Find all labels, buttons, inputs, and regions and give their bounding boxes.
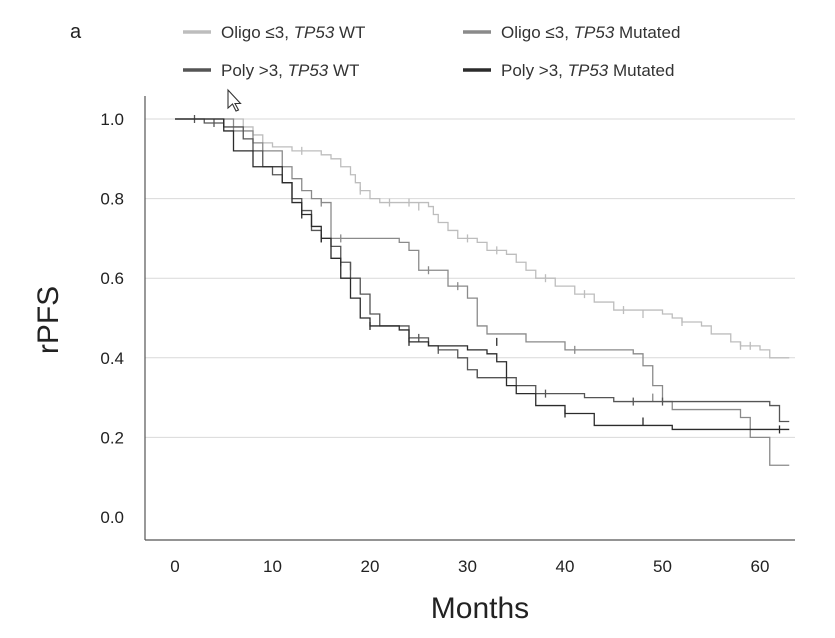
legend-entry: Poly >3, TP53 Mutated [463,61,674,80]
y-tick-label: 0.4 [100,349,124,368]
panel-label: a [70,21,82,43]
survival-curve [175,119,789,429]
x-tick-label: 10 [263,557,282,576]
legend-entry: Oligo ≤3, TP53 Mutated [463,23,680,42]
legend: Oligo ≤3, TP53 WT Oligo ≤3, TP53 Mutated P… [183,23,680,80]
y-tick-labels: 0.0 0.2 0.4 0.6 0.8 1.0 [100,110,124,527]
legend-entry: Oligo ≤3, TP53 WT [183,23,365,42]
series-2 [175,119,789,465]
x-tick-label: 0 [170,557,179,576]
axes [145,96,795,540]
y-axis-title: rPFS [32,286,65,354]
x-axis-title: Months [431,592,529,625]
x-tick-label: 30 [458,557,477,576]
y-tick-label: 0.0 [100,508,124,527]
x-tick-label: 50 [653,557,672,576]
series-1 [175,119,789,358]
legend-label: Oligo ≤3, TP53 Mutated [501,23,680,42]
mouse-cursor-icon [228,90,241,111]
x-tick-labels: 0 10 20 30 40 50 60 [170,557,769,576]
grid-lines [145,119,795,437]
x-tick-label: 40 [556,557,575,576]
survival-curves [175,115,789,465]
series-3 [175,115,789,421]
y-tick-label: 1.0 [100,110,124,129]
survival-curve [175,119,789,358]
legend-label: Poly >3, TP53 WT [221,61,359,80]
x-tick-label: 20 [361,557,380,576]
x-tick-label: 60 [751,557,770,576]
legend-label: Poly >3, TP53 Mutated [501,61,674,80]
series-4 [175,119,789,433]
y-tick-label: 0.6 [100,269,124,288]
legend-entry: Poly >3, TP53 WT [183,61,359,80]
y-tick-label: 0.2 [100,428,124,447]
survival-curve [175,119,789,421]
y-tick-label: 0.8 [100,190,124,209]
legend-label: Oligo ≤3, TP53 WT [221,23,365,42]
survival-curve [175,119,789,465]
